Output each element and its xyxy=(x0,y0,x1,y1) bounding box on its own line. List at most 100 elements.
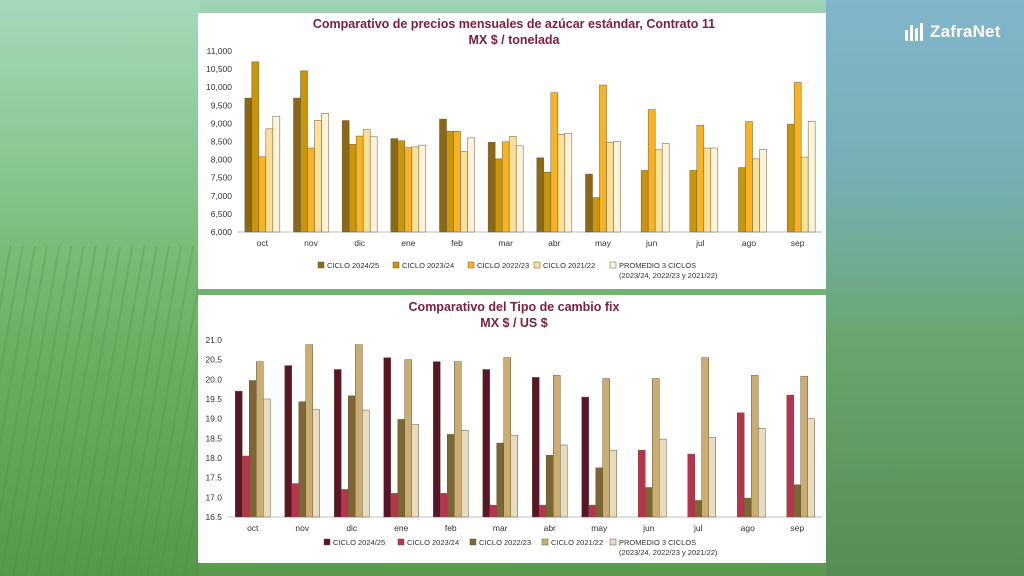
bar-2-ene xyxy=(397,140,406,233)
bar-2-ago xyxy=(738,167,746,233)
bar-4-sep xyxy=(800,375,808,518)
legend-note: (2023/24, 2022/23 y 2021/22) xyxy=(619,271,718,280)
x-tick-label: jul xyxy=(693,523,703,533)
bar-2-feb xyxy=(440,493,448,518)
y-tick-label: 10,500 xyxy=(206,64,232,74)
bar-3-oct xyxy=(249,380,257,518)
legend-swatch xyxy=(392,261,400,269)
bar-4-mar xyxy=(508,136,517,233)
x-tick-label: sep xyxy=(790,523,804,533)
grass-texture xyxy=(0,246,200,576)
y-tick-label: 19.0 xyxy=(205,414,222,424)
legend-swatch xyxy=(609,261,617,269)
legend-swatch xyxy=(323,538,331,546)
bar-4-ago xyxy=(752,158,760,233)
legend-swatch xyxy=(609,538,617,546)
bar-2-sep xyxy=(786,123,795,233)
bar-3-ago xyxy=(744,497,752,518)
bar-1-mar xyxy=(482,369,490,518)
bar-4-mar xyxy=(503,357,511,518)
bar-2-jul xyxy=(687,453,695,518)
bar-1-may xyxy=(581,396,589,518)
bar-1-dic xyxy=(334,369,342,518)
x-tick-label: sep xyxy=(791,238,805,248)
bar-5-sep xyxy=(807,120,816,233)
bar-4-ene xyxy=(404,359,412,518)
bar-2-jun xyxy=(638,449,646,518)
bar-2-feb xyxy=(446,131,454,233)
y-tick-label: 21.0 xyxy=(205,335,222,345)
brand-logo: ZafraNet xyxy=(904,20,1001,44)
bar-5-ene xyxy=(418,144,427,233)
bar-4-nov xyxy=(305,344,313,518)
y-tick-label: 7,500 xyxy=(211,173,233,183)
x-tick-label: may xyxy=(595,238,612,248)
brand-name: ZafraNet xyxy=(930,22,1001,41)
bar-5-oct xyxy=(263,398,271,518)
bar-3-jul xyxy=(694,500,702,518)
bar-4-jun xyxy=(654,149,663,233)
bar-4-abr xyxy=(553,375,561,518)
bar-4-may xyxy=(606,141,614,233)
bar-1-nov xyxy=(284,365,292,518)
y-tick-label: 16.5 xyxy=(205,512,222,522)
chart-title: Comparativo de precios mensuales de azúc… xyxy=(313,17,715,31)
bar-5-dic xyxy=(369,136,378,233)
bar-3-jun xyxy=(647,109,656,233)
bar-3-may xyxy=(595,467,603,518)
bar-4-feb xyxy=(460,151,468,233)
bar-1-abr xyxy=(536,157,545,233)
bar-5-abr xyxy=(560,444,568,518)
x-tick-label: oct xyxy=(257,238,269,248)
bar-4-ene xyxy=(411,146,420,233)
x-tick-label: dic xyxy=(346,523,358,533)
bar-2-dic xyxy=(348,144,357,233)
exchange-rate-chart: Comparativo del Tipo de cambio fix MX $ /… xyxy=(205,300,822,557)
bar-3-sep xyxy=(793,82,802,233)
bar-5-jul xyxy=(710,147,719,233)
bar-2-sep xyxy=(786,394,794,518)
legend-label: PROMEDIO 3 CICLOS xyxy=(619,538,696,547)
bar-3-nov xyxy=(298,401,306,518)
bar-5-jun xyxy=(661,143,670,233)
exchange-rate-chart-panel: Comparativo del Tipo de cambio fix MX $ /… xyxy=(198,295,826,563)
sugar-price-chart: Comparativo de precios mensuales de azúc… xyxy=(206,17,822,280)
y-tick-label: 17.0 xyxy=(205,492,222,502)
bar-5-may xyxy=(613,141,621,233)
legend-note: (2023/24, 2022/23 y 2021/22) xyxy=(619,548,718,557)
bar-5-abr xyxy=(564,132,573,233)
legend-swatch xyxy=(397,538,405,546)
bar-3-abr xyxy=(550,92,559,233)
x-tick-label: jun xyxy=(645,238,658,248)
x-tick-label: jun xyxy=(642,523,655,533)
legend-label: CICLO 2024/25 xyxy=(333,538,385,547)
bar-1-oct xyxy=(244,97,253,233)
bar-1-feb xyxy=(433,361,441,518)
sugar-price-chart-panel: Comparativo de precios mensuales de azúc… xyxy=(198,13,826,289)
bar-3-jun xyxy=(645,487,653,518)
x-tick-label: feb xyxy=(451,238,463,248)
y-tick-label: 20.5 xyxy=(205,355,222,365)
y-tick-label: 10,000 xyxy=(206,82,232,92)
bar-4-dic xyxy=(355,344,363,518)
bar-2-nov xyxy=(291,483,299,518)
bar-5-dic xyxy=(362,409,370,518)
bar-3-sep xyxy=(793,484,801,518)
bar-5-may xyxy=(609,449,617,518)
legend-label: CICLO 2021/22 xyxy=(543,261,595,270)
bar-3-feb xyxy=(453,131,461,233)
y-tick-label: 8,500 xyxy=(211,137,233,147)
x-tick-label: abr xyxy=(548,238,560,248)
background-left xyxy=(0,0,200,576)
chart-title: Comparativo del Tipo de cambio fix xyxy=(409,300,620,314)
bar-5-ago xyxy=(759,149,767,233)
legend-swatch xyxy=(469,538,477,546)
bar-1-nov xyxy=(293,97,301,233)
y-tick-label: 17.5 xyxy=(205,473,222,483)
bar-2-mar xyxy=(494,158,503,233)
bar-4-may xyxy=(602,378,610,518)
y-tick-label: 20.0 xyxy=(205,374,222,384)
legend-swatch xyxy=(541,538,549,546)
bar-2-ago xyxy=(737,412,745,518)
bar-2-may xyxy=(588,504,596,518)
